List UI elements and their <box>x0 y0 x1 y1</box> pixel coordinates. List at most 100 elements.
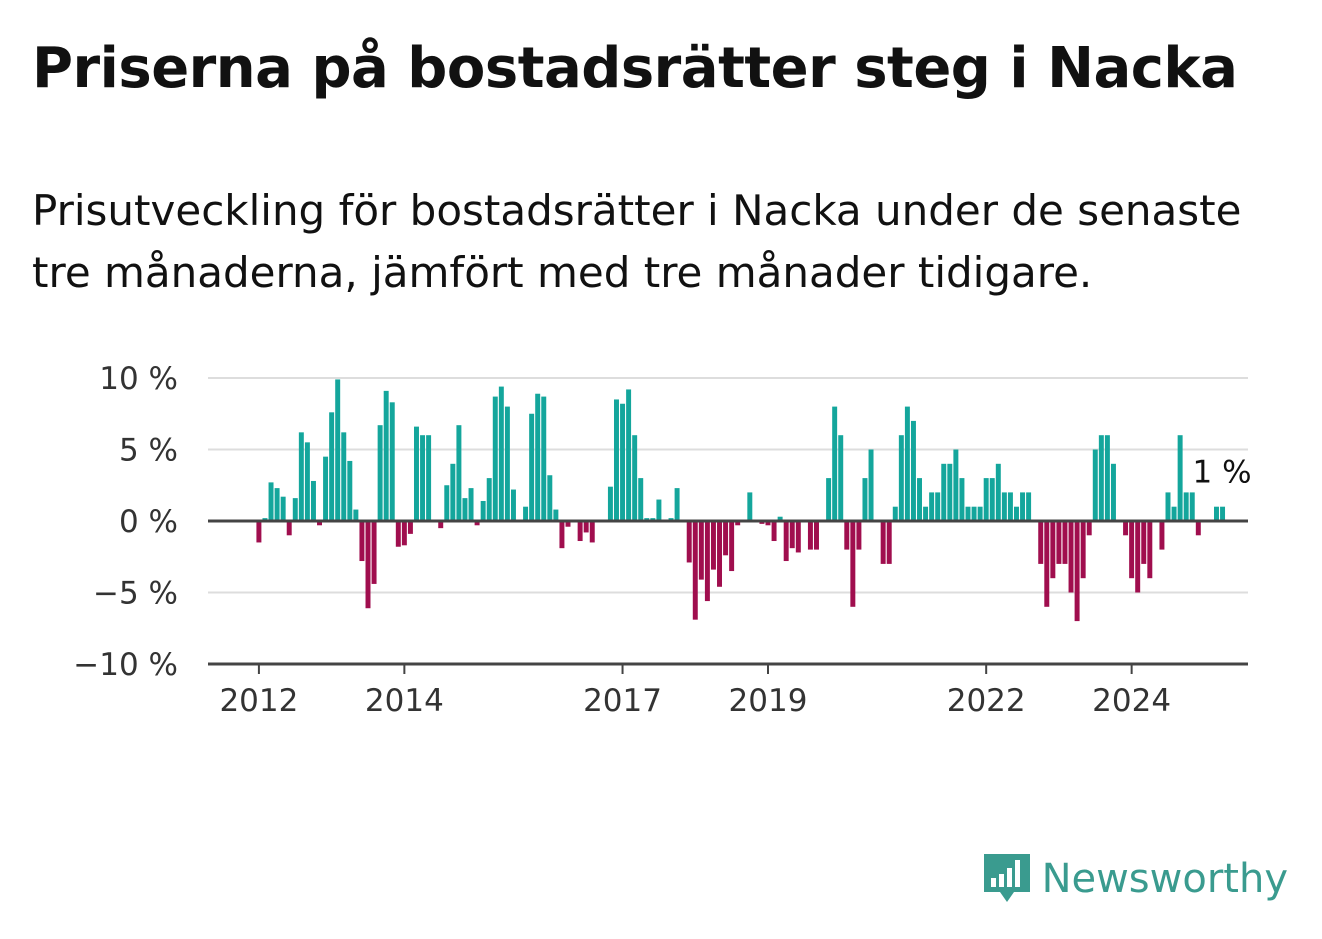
bar <box>438 521 444 529</box>
bar <box>626 389 632 521</box>
bar <box>983 478 989 521</box>
bar <box>462 498 468 521</box>
bar <box>256 521 262 543</box>
bar <box>365 521 371 609</box>
x-axis-labels: 2012 2014 2017 2019 2022 2024 <box>219 683 1171 719</box>
bar <box>1001 492 1007 521</box>
bar <box>407 521 413 534</box>
bar <box>317 521 322 526</box>
bar <box>935 492 941 521</box>
bar <box>947 463 953 521</box>
bar <box>892 506 898 521</box>
bar <box>383 390 389 521</box>
x-tick-label: 2017 <box>583 683 662 719</box>
bar <box>965 506 971 521</box>
bar <box>541 396 547 521</box>
bar <box>1104 435 1110 521</box>
brand-name: Newsworthy <box>1041 856 1288 902</box>
y-tick-label: −5 % <box>93 576 178 612</box>
bar <box>850 521 856 607</box>
bar <box>1177 435 1183 521</box>
bar <box>1038 521 1044 564</box>
bar <box>844 521 850 550</box>
y-tick-label: −10 % <box>73 647 178 683</box>
bar <box>1220 506 1226 521</box>
y-tick-label: 0 % <box>119 504 178 540</box>
bar <box>638 478 644 521</box>
bar <box>862 478 868 521</box>
bar <box>783 521 789 562</box>
bar <box>298 432 304 521</box>
bar <box>814 521 819 550</box>
bar <box>480 500 486 521</box>
bar <box>1165 492 1171 521</box>
bar <box>1020 492 1026 521</box>
bar <box>795 521 801 553</box>
bar <box>941 463 947 521</box>
last-value-label: 1 % <box>1193 455 1252 491</box>
bar <box>1056 521 1062 564</box>
y-axis-labels: 10 % 5 % 0 % −5 % −10 % <box>73 361 178 683</box>
bar <box>510 489 516 521</box>
bar <box>910 420 916 521</box>
bar <box>414 426 419 521</box>
bar <box>1147 521 1153 579</box>
bar <box>1026 492 1032 521</box>
bar <box>904 406 910 521</box>
bar <box>674 488 680 521</box>
bar <box>710 521 716 570</box>
bar <box>395 521 401 547</box>
bar <box>1086 521 1092 536</box>
bar <box>577 521 583 542</box>
bar <box>1062 521 1068 564</box>
axes <box>208 519 1248 674</box>
bar <box>856 521 862 550</box>
bar <box>632 435 638 521</box>
bar <box>977 506 983 521</box>
bars <box>256 379 1226 622</box>
bar <box>995 463 1001 521</box>
bar <box>832 406 838 521</box>
bar <box>989 478 995 521</box>
bar <box>868 449 874 521</box>
x-tick-label: 2024 <box>1092 683 1171 719</box>
bar <box>723 521 729 556</box>
bar <box>1092 449 1098 521</box>
bar <box>547 475 553 521</box>
bar <box>1050 521 1056 579</box>
bar <box>559 521 565 549</box>
bar <box>953 449 959 521</box>
bar <box>268 482 274 521</box>
bar <box>583 521 589 533</box>
bar <box>1098 435 1104 521</box>
bar <box>426 435 432 521</box>
bar <box>468 488 474 521</box>
bar <box>1129 521 1135 579</box>
chart-subtitle: Prisutveckling för bostadsrätter i Nacka… <box>32 186 1242 297</box>
bar-chart: 10 % 5 % 0 % −5 % −10 % 2012 2014 2017 2019 2022… <box>73 361 1252 719</box>
bar <box>614 399 619 521</box>
bar <box>959 478 965 521</box>
bar <box>274 488 280 521</box>
bar <box>401 521 407 546</box>
bar <box>553 509 559 521</box>
chart-title: Priserna på bostadsrätter steg i Nacka <box>32 36 1238 101</box>
bar <box>765 521 771 526</box>
bar <box>620 403 626 521</box>
bar <box>735 521 741 526</box>
bar <box>323 456 329 521</box>
bar <box>286 521 292 536</box>
bar <box>347 460 353 521</box>
bar <box>341 432 347 521</box>
bar <box>377 425 383 521</box>
bar <box>1044 521 1050 607</box>
bar <box>771 521 777 542</box>
bar <box>420 435 426 521</box>
bar <box>529 413 535 521</box>
bar <box>1014 506 1019 521</box>
bar <box>807 521 813 550</box>
bar <box>838 435 844 521</box>
bar <box>656 499 662 521</box>
bar <box>777 516 783 521</box>
bar <box>498 386 504 521</box>
